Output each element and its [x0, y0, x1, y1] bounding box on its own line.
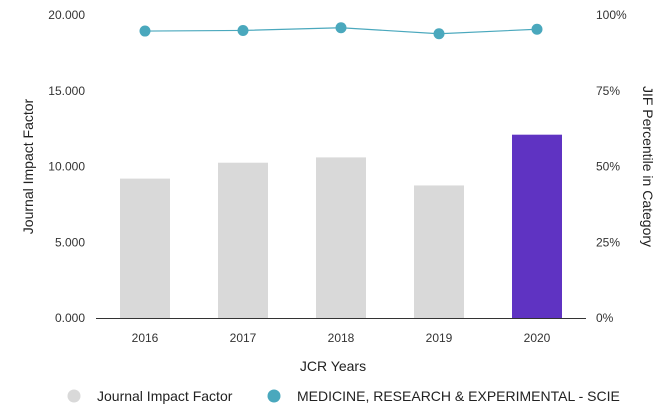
- bar: [218, 162, 268, 318]
- y-axis-right-tick-label: 50%: [596, 160, 620, 174]
- x-axis-tick-label: 2016: [132, 331, 159, 345]
- x-axis-tick-label: 2019: [426, 331, 453, 345]
- y-axis-right-tick-label: 25%: [596, 235, 620, 249]
- y-axis-right-tick-label: 0%: [596, 311, 614, 325]
- y-axis-right-tick-label: 100%: [596, 8, 627, 22]
- bar: [316, 157, 366, 318]
- legend-swatch-line: [267, 389, 281, 403]
- percentile-point: [335, 22, 347, 34]
- x-axis-tick-label: 2017: [230, 331, 257, 345]
- percentile-point: [139, 25, 151, 37]
- bar: [414, 185, 464, 318]
- y-axis-right-title: JIF Percentile in Category: [640, 86, 656, 247]
- y-axis-left-tick-label: 5.000: [55, 235, 85, 249]
- legend-label-bars: Journal Impact Factor: [97, 388, 233, 404]
- x-axis-tick-label: 2018: [328, 331, 355, 345]
- y-axis-right-tick-label: 75%: [596, 84, 620, 98]
- legend-swatch-bars: [67, 389, 81, 403]
- y-axis-left-tick-label: 20.000: [48, 8, 85, 22]
- y-axis-left-tick-label: 15.000: [48, 84, 85, 98]
- y-axis-left-tick-label: 0.000: [55, 311, 85, 325]
- legend-label-line: MEDICINE, RESEARCH & EXPERIMENTAL - SCIE: [297, 388, 620, 404]
- bar-highlighted: [512, 134, 562, 318]
- percentile-point: [237, 24, 249, 36]
- bar: [120, 178, 170, 318]
- x-axis-title: JCR Years: [300, 358, 366, 374]
- y-axis-left-title: Journal Impact Factor: [20, 98, 36, 234]
- y-axis-left-tick-label: 10.000: [48, 160, 85, 174]
- percentile-point: [433, 28, 445, 40]
- x-axis-tick-label: 2020: [524, 331, 551, 345]
- percentile-point: [531, 23, 543, 35]
